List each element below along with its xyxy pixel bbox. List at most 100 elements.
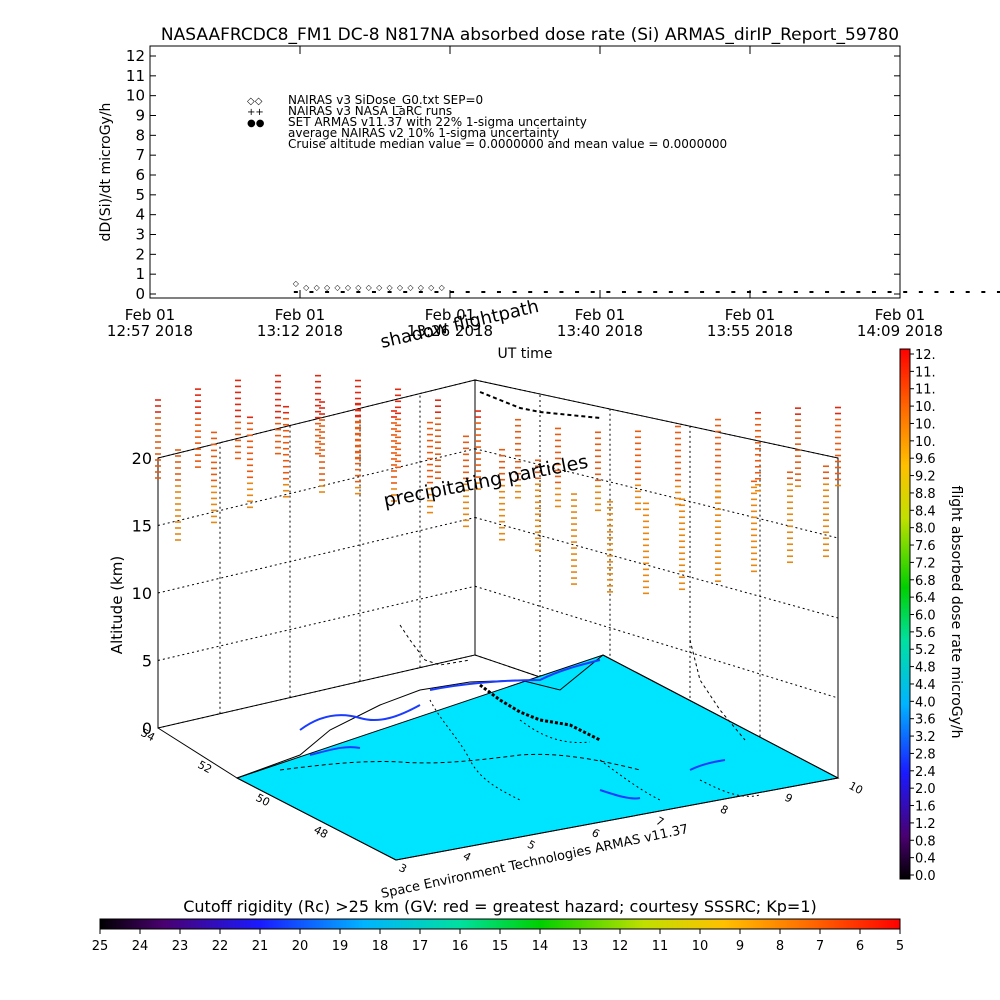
projection-line-right: [689, 639, 746, 741]
altitude-tick-label: 15: [132, 517, 152, 536]
dose-y-tick-label: 11: [126, 67, 145, 85]
dose-y-tick-label: 0: [135, 285, 145, 303]
armas-point: [434, 291, 439, 293]
precipitating-particle-columns: [155, 374, 841, 595]
nairas-point: ◇: [355, 283, 362, 292]
nairas-point: ◇: [376, 283, 383, 292]
altitude-tick-label: 5: [142, 652, 152, 671]
armas-point: [996, 291, 1000, 293]
dose-y-tick-label: 4: [135, 206, 145, 224]
rigidity-tick-label: 16: [452, 939, 469, 954]
dose-colorbar-tick-label: 6.4: [915, 591, 936, 606]
armas-point: [621, 291, 626, 293]
armas-point: [778, 291, 783, 293]
armas-point: [481, 291, 486, 293]
armas-point: [700, 291, 705, 293]
dose-colorbar-tick-label: 8.8: [915, 487, 936, 502]
armas-point: [809, 291, 814, 293]
shadow-flightpath-annotation: shadow flightpath: [378, 296, 540, 353]
dose-colorbar-tick-label: 3.6: [915, 713, 936, 728]
flight-path-ground: [479, 683, 601, 742]
longitude-tick-label: 8: [718, 803, 730, 818]
armas-point: [293, 291, 298, 293]
armas-point: [793, 291, 798, 293]
nairas-point: ◇: [324, 283, 331, 292]
dose-colorbar-tick-label: 8.0: [915, 522, 936, 537]
rigidity-tick-label: 21: [252, 939, 269, 954]
armas-point: [887, 291, 892, 293]
dose-colorbar-tick-label: 2.4: [915, 765, 936, 780]
legend-entry: SET ARMAS v11.37 with 22% 1-sigma uncert…: [288, 115, 587, 129]
dose-colorbar-tick-label: 1.2: [915, 817, 936, 832]
nairas-point: ◇: [418, 283, 425, 292]
rigidity-colorbar: [99, 918, 901, 930]
dose-colorbar-tick-label: 10.: [915, 435, 936, 450]
armas-point: [731, 291, 736, 293]
dose-x-tick-day: Feb 01: [275, 306, 325, 324]
armas-point: [606, 291, 611, 293]
armas-point: [512, 291, 517, 293]
longitude-tick-label: 3: [397, 861, 409, 876]
dose-colorbar-tick-label: 4.4: [915, 678, 936, 693]
dose-colorbar-tick-label: 10.: [915, 400, 936, 415]
rigidity-tick-label: 10: [692, 939, 709, 954]
armas-point: [684, 291, 689, 293]
armas-point: [590, 291, 595, 293]
rigidity-tick-label: 20: [292, 939, 309, 954]
dose-y-tick-label: 9: [135, 107, 145, 125]
armas-point: [903, 291, 908, 293]
dose-colorbar-tick-label: 2.0: [915, 782, 936, 797]
dose-colorbar-tick-label: 11.: [915, 383, 936, 398]
dose-colorbar-tick-label: 2.8: [915, 747, 936, 762]
rigidity-tick-label: 13: [572, 939, 589, 954]
rigidity-tick-label: 12: [612, 939, 629, 954]
latitude-tick-label: 50: [254, 791, 272, 809]
armas-point: [668, 291, 673, 293]
nairas-point: ◇: [314, 283, 321, 292]
dose-colorbar-tick-label: 1.6: [915, 800, 936, 815]
map-coastlines: [236, 654, 839, 801]
dose-y-tick-label: 5: [135, 186, 145, 204]
rigidity-tick-label: 19: [332, 939, 349, 954]
rigidity-tick-label: 23: [172, 939, 189, 954]
longitude-tick-label: 5: [525, 838, 537, 853]
dose-x-tick-time: 14:09 2018: [857, 322, 943, 340]
armas-point: [715, 291, 720, 293]
dose-colorbar-tick-label: 4.0: [915, 695, 936, 710]
wall-grid-line: [157, 517, 476, 594]
armas-point: [871, 291, 876, 293]
shadow-flightpath-line: [479, 391, 601, 419]
rigidity-bar-title: Cutoff rigidity (Rc) >25 km (GV: red = g…: [183, 897, 817, 916]
rigidity-tick-label: 24: [132, 939, 149, 954]
wall-grid-line: [157, 448, 476, 526]
armas-point: [450, 291, 455, 293]
dose-y-tick-label: 12: [126, 47, 145, 65]
nairas-point: ◇: [303, 283, 310, 292]
wall-grid-line: [474, 585, 839, 699]
rigidity-tick-label: 25: [92, 939, 109, 954]
rigidity-tick-label: 15: [492, 939, 509, 954]
nairas-point: ◇: [407, 283, 414, 292]
front-edge-bottom: [395, 777, 839, 861]
longitude-tick-label: 10: [847, 779, 865, 797]
dose-x-tick-day: Feb 01: [125, 306, 175, 324]
rigidity-tick-label: 22: [212, 939, 229, 954]
latitude-axis: 54 52 50 48: [139, 726, 330, 841]
nairas-point: ◇: [293, 279, 300, 288]
dose-colorbar-tick-label: 9.2: [915, 470, 936, 485]
dose-colorbar-tick-label: 12.: [915, 348, 936, 363]
rigidity-tick-label: 6: [856, 939, 864, 954]
longitude-tick-label: 9: [782, 791, 794, 806]
armas-point: [325, 291, 330, 293]
nairas-point: ◇: [387, 283, 394, 292]
rigidity-tick-label: 8: [776, 939, 784, 954]
armas-point: [403, 291, 408, 293]
dose-colorbar-tick-label: 6.0: [915, 609, 936, 624]
dose-colorbar-tick-label: 10.: [915, 417, 936, 432]
dose-colorbar-tick-label: 0.0: [915, 869, 936, 884]
rigidity-tick-label: 17: [412, 939, 429, 954]
dose-x-tick-time: 13:12 2018: [257, 322, 343, 340]
armas-point: [746, 291, 751, 293]
wall-grid-line: [157, 585, 476, 661]
front-edge-left: [157, 727, 238, 779]
